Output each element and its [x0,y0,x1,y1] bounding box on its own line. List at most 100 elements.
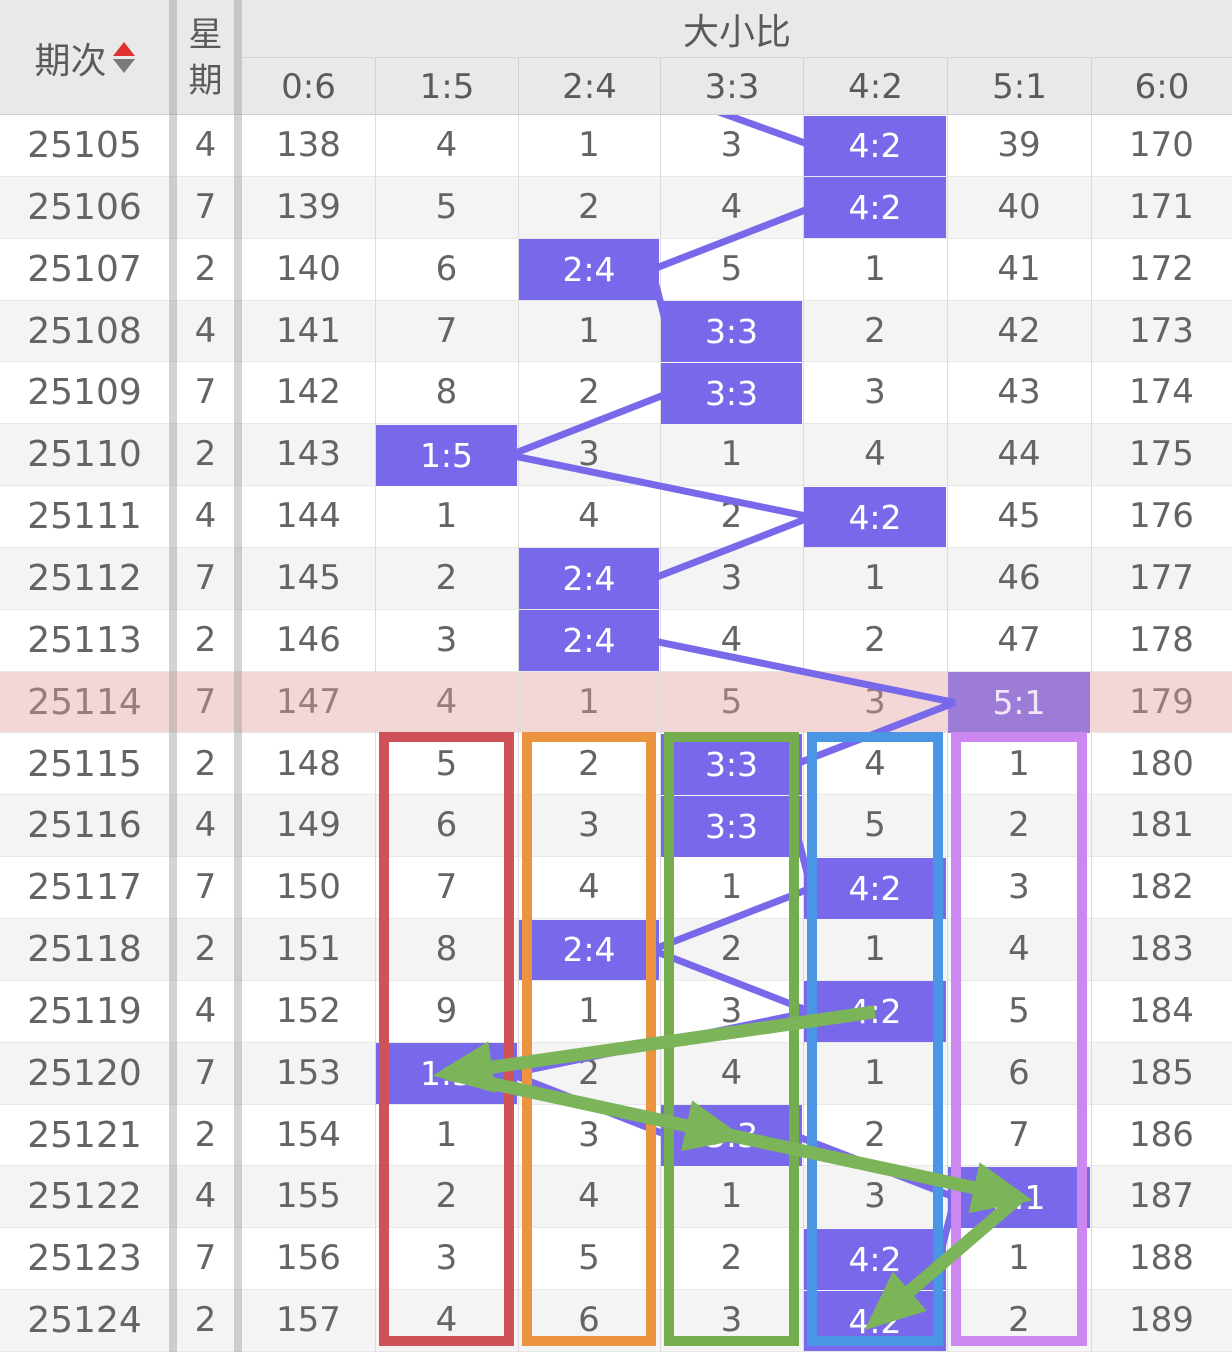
week-cell: 4 [194,1176,217,1217]
ratio-column-header-5:1: 5:1 [947,58,1091,115]
miss-count-cell: 156 [276,1238,341,1279]
miss-count-cell: 184 [1129,990,1194,1031]
period-cell: 25120 [27,1052,142,1094]
period-cell: 25116 [27,805,142,847]
miss-count-cell: 3 [1008,867,1030,908]
miss-count-cell: 176 [1129,496,1194,537]
highlight-rect-violet-5:1 [951,731,1087,1346]
miss-count-cell: 5 [720,248,743,289]
miss-count-cell: 183 [1129,929,1194,970]
miss-count-cell: 1 [578,125,600,165]
miss-count-cell: 3 [720,1300,743,1341]
miss-count-cell: 7 [435,310,458,351]
miss-count-cell: 186 [1129,1114,1194,1155]
period-cell: 25114 [27,681,142,723]
table-row [0,176,1232,239]
miss-count-cell: 5 [435,743,458,784]
week-cell: 7 [194,557,217,598]
highlight-rect-red-1:5 [379,731,514,1346]
miss-count-cell: 6 [435,805,458,846]
period-cell: 25110 [27,434,142,476]
hit-ratio-cell: 1:5 [376,424,517,486]
period-cell: 25113 [27,619,142,661]
miss-count-cell: 4 [720,619,743,660]
week-cell: 2 [194,434,217,475]
sort-icons[interactable] [112,42,135,73]
miss-count-cell: 42 [997,310,1041,351]
ratio-column-header-4:2: 4:2 [803,58,947,115]
miss-count-cell: 140 [276,248,341,289]
miss-count-cell: 2 [435,557,458,598]
week-cell: 7 [194,867,217,908]
highlight-rect-blue-4:2 [807,731,943,1346]
miss-count-cell: 2 [578,743,600,784]
sort-ascending-icon[interactable] [112,42,135,56]
sort-descending-icon[interactable] [112,59,135,73]
hit-ratio-cell: 2:4 [519,610,659,672]
week-cell: 4 [194,310,217,351]
hit-ratio-cell: 3:3 [661,795,802,857]
miss-count-cell: 6 [578,1300,600,1341]
miss-count-cell: 150 [276,867,341,908]
miss-count-cell: 4 [435,125,458,165]
miss-count-cell: 147 [276,681,341,722]
miss-count-cell: 1 [578,310,600,351]
miss-count-cell: 148 [276,743,341,784]
miss-count-cell: 4 [435,1300,458,1341]
miss-count-cell: 4 [435,681,458,722]
miss-count-cell: 179 [1129,681,1194,722]
miss-count-cell: 6 [1008,1052,1030,1093]
miss-count-cell: 153 [276,1052,341,1093]
miss-count-cell: 3 [578,805,600,846]
miss-count-cell: 155 [276,1176,341,1217]
grid-line [659,115,661,1352]
period-cell: 25118 [27,929,142,971]
highlight-rect-orange-2:4 [522,731,656,1346]
period-cell: 25107 [27,248,142,290]
table-header: 期次 星期 大小比 0:6 1:5 2:4 3:3 4:2 5:1 6:0 [0,0,1232,115]
miss-count-cell: 178 [1129,619,1194,660]
miss-count-cell: 187 [1129,1176,1194,1217]
miss-count-cell: 189 [1129,1300,1194,1341]
hit-ratio-cell: 5:1 [948,672,1090,733]
period-cell: 25108 [27,310,142,352]
miss-count-cell: 8 [435,372,458,413]
miss-count-cell: 41 [997,248,1041,289]
miss-count-cell: 44 [997,434,1041,475]
hit-ratio-cell: 4:2 [804,115,946,177]
miss-count-cell: 1 [864,248,886,289]
week-cell: 4 [194,990,217,1031]
miss-count-cell: 3 [864,372,886,413]
miss-count-cell: 4 [578,496,600,537]
miss-count-cell: 144 [276,496,341,537]
period-column-header[interactable]: 期次 [0,0,169,115]
miss-count-cell: 3 [578,434,600,475]
miss-count-cell: 1 [435,496,458,537]
miss-count-cell: 1 [578,681,600,722]
period-cell: 25117 [27,867,142,909]
miss-count-cell: 4 [1008,929,1030,970]
miss-count-cell: 138 [276,125,341,165]
miss-count-cell: 4 [864,434,886,475]
miss-count-cell: 157 [276,1300,341,1341]
week-header-char: 期 [188,60,223,101]
miss-count-cell: 171 [1129,186,1194,227]
period-cell: 25119 [27,990,142,1032]
miss-count-cell: 40 [997,186,1041,227]
miss-count-cell: 146 [276,619,341,660]
ratio-column-header-3:3: 3:3 [660,58,803,115]
miss-count-cell: 2 [578,372,600,413]
week-cell: 2 [194,1114,217,1155]
period-header-label: 期次 [34,40,107,82]
miss-count-cell: 8 [435,929,458,970]
miss-count-cell: 188 [1129,1238,1194,1279]
miss-count-cell: 2 [720,496,743,537]
period-cell: 25124 [27,1300,142,1342]
grid-line [1090,115,1092,1352]
miss-count-cell: 175 [1129,434,1194,475]
miss-count-cell: 45 [997,496,1041,537]
week-cell: 2 [194,929,217,970]
miss-count-cell: 174 [1129,372,1194,413]
miss-count-cell: 173 [1129,310,1194,351]
